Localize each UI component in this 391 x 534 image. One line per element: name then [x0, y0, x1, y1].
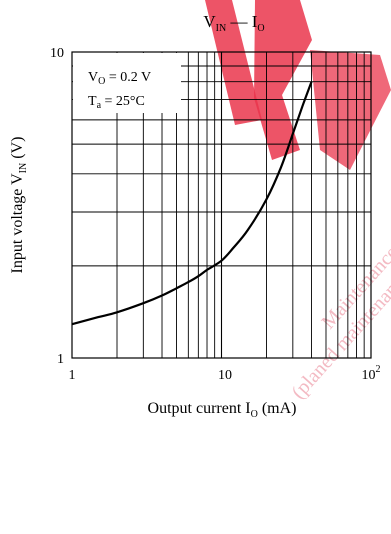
series-curve: [71, 81, 313, 326]
conditions-box: [73, 53, 181, 113]
chart-title: VIN — IO: [203, 12, 264, 34]
y-tick-label-1: 1: [57, 352, 64, 367]
y-tick-label-10: 10: [50, 46, 64, 61]
y-axis-label: Input voltage VIN (V): [9, 137, 29, 274]
condition-ta: Ta = 25°C: [88, 94, 145, 111]
grid-lines: [72, 52, 371, 358]
x-axis-label: Output current IO (mA): [148, 400, 297, 420]
x-tick-label-100: 102: [362, 364, 381, 383]
watermark: Maintenance (planed maintenance): [205, 0, 391, 403]
x-tick-label-1: 1: [69, 368, 76, 383]
plot-frame: [71, 51, 372, 359]
x-tick-label-10: 10: [218, 368, 232, 383]
condition-vo: VO = 0.2 V: [88, 70, 151, 87]
